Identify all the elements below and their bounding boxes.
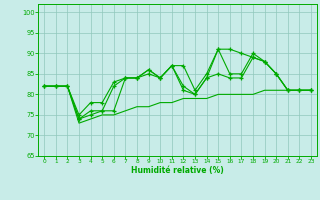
- X-axis label: Humidité relative (%): Humidité relative (%): [131, 166, 224, 175]
